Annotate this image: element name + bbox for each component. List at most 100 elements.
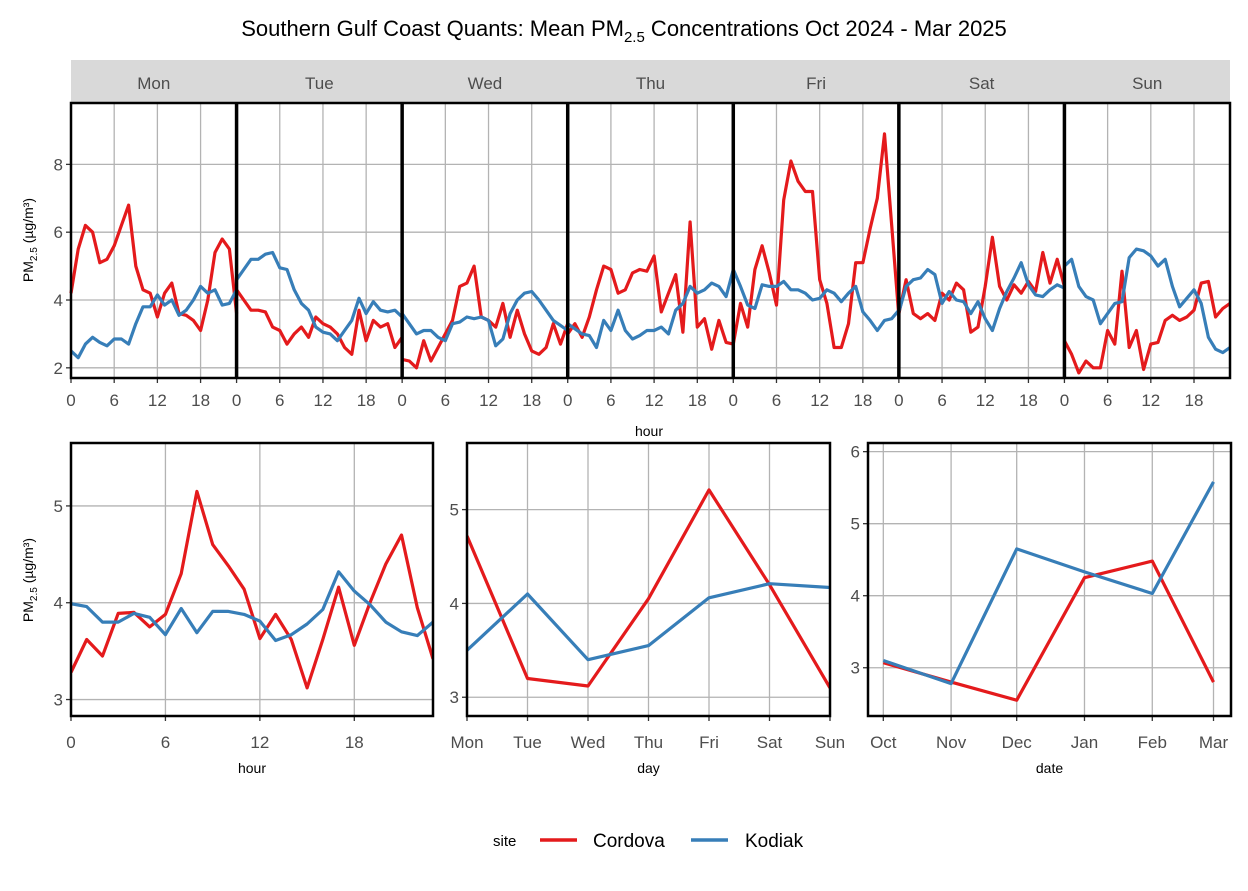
x-tick-label: 12 (810, 391, 829, 410)
chart-title: Southern Gulf Coast Quants: Mean PM2.5 C… (241, 16, 1007, 46)
x-tick-label: 12 (1141, 391, 1160, 410)
x-tick-label: 12 (479, 391, 498, 410)
x-tick-label: 18 (345, 733, 364, 752)
x-axis-title: day (637, 760, 660, 776)
x-tick-label: 6 (937, 391, 946, 410)
legend-label-cordova: Cordova (593, 831, 665, 852)
y-tick-label: 3 (54, 691, 63, 710)
weekday-hour-facet-panel: 2 4 6 8 Mon 0 6 12 18 Tue 0 6 12 18 Wed 0 6 12 18 Thu 0 6 12 18… (54, 60, 1232, 439)
series-line-kodiak-tue (235, 250, 404, 343)
y-tick-label: 4 (450, 594, 459, 613)
y-tick-label: 6 (54, 223, 63, 242)
x-tick-label: 6 (441, 391, 450, 410)
x-tick-label: Dec (1002, 733, 1033, 752)
y-tick-label: 5 (450, 501, 459, 520)
facet-label-thu: Thu (636, 74, 665, 93)
x-tick-label: 0 (1060, 391, 1069, 410)
series-line-cordova-thu (566, 220, 734, 351)
series-line-kodiak-wed (400, 289, 569, 348)
facet-strip (71, 60, 1230, 103)
series-line-kodiak-fri (731, 268, 901, 333)
facet-label-sat: Sat (969, 74, 995, 93)
x-tick-label: 18 (853, 391, 872, 410)
series-line-kodiak (71, 570, 433, 643)
hour-panel-y-axis-label: PM2.5 (µg/m³) (20, 538, 40, 622)
facet-label-sun: Sun (1132, 74, 1162, 93)
x-tick-label: Oct (870, 733, 897, 752)
legend: site Cordova Kodiak (493, 831, 804, 852)
x-tick-label: 18 (522, 391, 541, 410)
x-tick-label: 18 (688, 391, 707, 410)
x-tick-label: Feb (1138, 733, 1167, 752)
x-tick-label: 12 (313, 391, 332, 410)
x-tick-label: Sun (815, 733, 845, 752)
series-line-kodiak (882, 481, 1215, 686)
y-tick-label: 6 (851, 443, 860, 462)
y-tick-label: 8 (54, 155, 63, 174)
panel-frame (465, 441, 832, 718)
y-tick-label: 3 (851, 659, 860, 678)
x-tick-label: 6 (275, 391, 284, 410)
y-tick-label: 4 (851, 587, 860, 606)
facet-label-tue: Tue (305, 74, 334, 93)
x-tick-label: 6 (1103, 391, 1112, 410)
y-tick-label: 5 (54, 497, 63, 516)
top-y-axis-label: PM2.5 (µg/m³) (20, 198, 40, 282)
x-axis-title: hour (238, 760, 266, 776)
series-line-cordova-tue (235, 288, 404, 356)
facet-label-wed: Wed (468, 74, 503, 93)
x-tick-label: 0 (232, 391, 241, 410)
day-panel: 3 4 5 Mon Tue Wed Thu Fri Sat Sun day (450, 441, 845, 776)
x-tick-label: 6 (772, 391, 781, 410)
series-line-kodiak-mon (69, 284, 239, 360)
facet-label-mon: Mon (137, 74, 170, 93)
x-tick-label: 0 (397, 391, 406, 410)
x-tick-label: 18 (1019, 391, 1038, 410)
panel-frame (69, 101, 1232, 380)
facet-label-fri: Fri (806, 74, 826, 93)
x-tick-label: 18 (191, 391, 210, 410)
x-tick-label: 6 (109, 391, 118, 410)
x-axis-title: hour (635, 423, 663, 439)
y-tick-label: 5 (851, 515, 860, 534)
series-line-kodiak-thu (566, 269, 735, 350)
panel-frame (69, 441, 435, 718)
series-line-cordova (71, 489, 433, 690)
series-line-cordova-fri (731, 132, 901, 350)
y-tick-label: 2 (54, 359, 63, 378)
x-tick-label: 12 (976, 391, 995, 410)
date-panel: 3 4 5 6 Oct Nov Dec Jan Feb Mar date (851, 441, 1233, 776)
x-tick-label: 6 (606, 391, 615, 410)
x-tick-label: Sat (757, 733, 783, 752)
x-tick-label: 0 (66, 733, 75, 752)
x-tick-label: Tue (513, 733, 542, 752)
x-tick-label: 0 (894, 391, 903, 410)
series-line-cordova-sun (1062, 269, 1231, 375)
x-tick-label: Nov (936, 733, 967, 752)
x-tick-label: Jan (1071, 733, 1098, 752)
y-tick-label: 3 (450, 688, 459, 707)
x-tick-label: Fri (699, 733, 719, 752)
legend-title: site (493, 833, 516, 850)
y-tick-label: 4 (54, 594, 63, 613)
x-axis-title: date (1036, 760, 1063, 776)
x-tick-label: Thu (634, 733, 663, 752)
x-tick-label: 6 (161, 733, 170, 752)
y-tick-label: 4 (54, 291, 63, 310)
x-tick-label: 12 (645, 391, 664, 410)
x-tick-label: 0 (563, 391, 572, 410)
x-tick-label: 0 (66, 391, 75, 410)
series-line-kodiak (467, 582, 830, 662)
series-line-kodiak-sat (897, 261, 1066, 333)
x-tick-label: 18 (357, 391, 376, 410)
x-tick-label: Mon (450, 733, 483, 752)
hour-panel: 3 4 5 0 6 12 18 hour (54, 441, 435, 776)
panel-frame (866, 441, 1233, 718)
x-tick-label: Mar (1199, 733, 1229, 752)
x-tick-label: 18 (1185, 391, 1204, 410)
x-tick-label: 12 (250, 733, 269, 752)
legend-label-kodiak: Kodiak (745, 831, 804, 852)
series-line-kodiak-sun (1063, 247, 1231, 355)
